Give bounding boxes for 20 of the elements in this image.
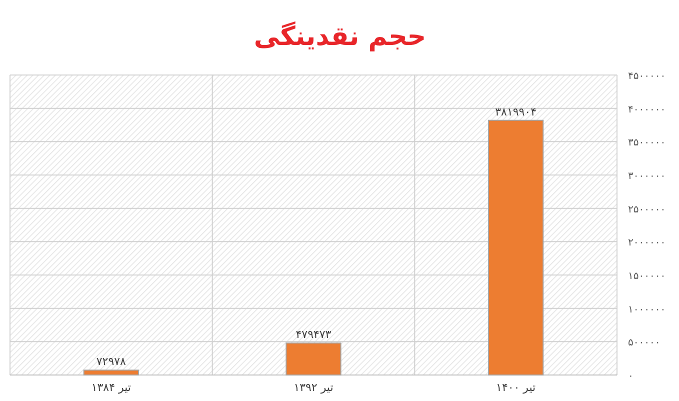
x-tick-label: تیر ۱۳۹۲ [294, 381, 334, 394]
data-label: ۴۷۹۴۷۳ [296, 328, 332, 342]
bar [83, 370, 139, 376]
x-tick-label: تیر ۱۴۰۰ [496, 381, 536, 394]
y-tick-label: ۱۰۰۰۰۰۰ [628, 304, 666, 316]
y-tick-label: ۳۰۰۰۰۰۰ [628, 171, 666, 182]
y-tick-label: ۳۵۰۰۰۰۰ [628, 138, 666, 149]
data-label: ۳۸۱۹۹۰۴ [495, 105, 537, 118]
bar [488, 120, 544, 376]
y-tick-label: ۲۰۰۰۰۰۰ [628, 238, 666, 249]
bar [286, 342, 342, 376]
x-tick-label: تیر ۱۳۸۴ [91, 381, 131, 394]
y-tick-label: ۲۵۰۰۰۰۰ [628, 204, 666, 216]
y-tick-label: ۴۰۰۰۰۰۰ [628, 104, 666, 116]
y-tick-label: ۴۵۰۰۰۰۰ [628, 71, 666, 82]
y-tick-label: ۵۰۰۰۰۰ [628, 338, 660, 349]
y-tick-label: ۰ [628, 371, 634, 382]
y-tick-label: ۱۵۰۰۰۰۰ [628, 271, 666, 282]
chart-title: حجم نقدینگی [254, 21, 426, 52]
data-label: ۷۲۹۷۸ [96, 355, 126, 368]
